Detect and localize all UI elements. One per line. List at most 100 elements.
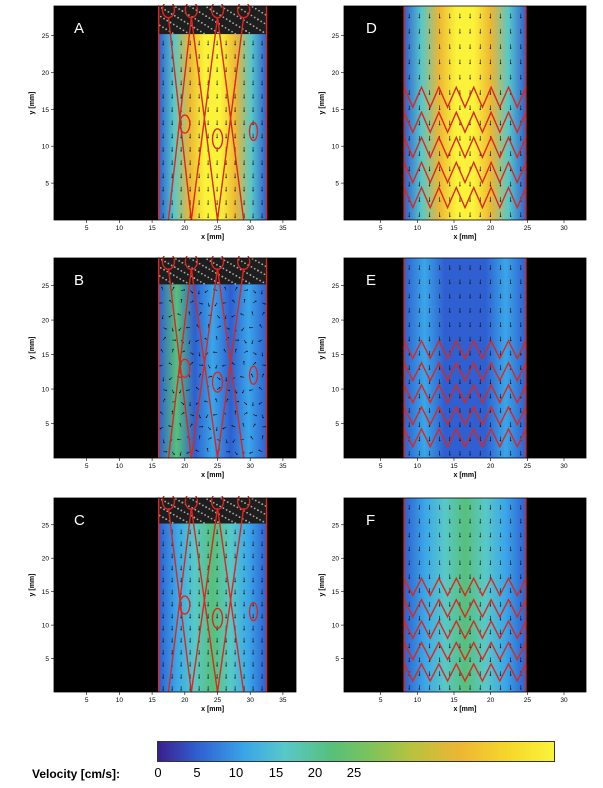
x-tick-label: 35 (279, 463, 287, 470)
x-tick-label: 10 (414, 225, 422, 232)
y-tick-label: 10 (332, 387, 340, 394)
x-tick-label: 35 (279, 697, 287, 704)
panel-E: 5 10 15 20 25 30 5 10 15 20 25 x [mm] y [mm] E (312, 256, 588, 484)
stent-outline (403, 6, 527, 220)
x-tick-label: 10 (414, 697, 422, 704)
panel-label: E (366, 272, 376, 289)
velocity-field-plot: 5 10 15 20 25 30 35 5 10 15 20 25 x [mm] y [mm] A (29, 4, 297, 241)
x-tick-label: 20 (487, 697, 495, 704)
y-axis-label: y [mm] (319, 574, 326, 597)
velocity-colorbar (157, 741, 555, 762)
velocity-field (158, 34, 267, 220)
x-tick-label: 15 (148, 225, 156, 232)
x-tick-label: 25 (524, 225, 532, 232)
velocity-field-plot: 5 10 15 20 25 30 5 10 15 20 25 x [mm] y [mm] E (319, 257, 587, 479)
x-tick-label: 5 (85, 225, 89, 232)
panel-label: B (74, 272, 84, 289)
y-axis-label: y [mm] (29, 92, 36, 115)
colorbar-tick: 25 (346, 765, 362, 780)
y-tick-label: 5 (45, 656, 49, 663)
x-tick-label: 20 (181, 225, 189, 232)
y-tick-label: 15 (42, 352, 50, 359)
y-tick-label: 10 (42, 144, 50, 151)
colorbar-tick: 20 (307, 765, 323, 780)
y-tick-label: 5 (45, 421, 49, 428)
y-tick-label: 15 (42, 107, 50, 114)
x-tick-label: 30 (247, 463, 255, 470)
velocity-field (158, 284, 267, 458)
y-tick-label: 5 (45, 181, 49, 188)
y-tick-label: 25 (42, 33, 50, 40)
valve-leaflet-region (157, 497, 267, 525)
x-axis-label: x [mm] (201, 472, 224, 479)
x-tick-label: 20 (487, 225, 495, 232)
valve-leaflet-region (157, 5, 267, 35)
x-tick-label: 10 (116, 697, 124, 704)
x-tick-label: 15 (450, 463, 458, 470)
x-tick-label: 25 (214, 463, 222, 470)
y-axis-label: y [mm] (29, 574, 36, 597)
panel-A: 5 10 15 20 25 30 35 5 10 15 20 25 x [mm] y [mm] A (22, 4, 298, 246)
y-tick-label: 20 (332, 70, 340, 77)
panel-label: A (74, 20, 84, 37)
x-tick-label: 15 (148, 463, 156, 470)
stent-outline (403, 498, 527, 692)
x-tick-label: 10 (414, 463, 422, 470)
x-axis-label: x [mm] (454, 234, 477, 241)
x-tick-label: 5 (85, 463, 89, 470)
x-tick-label: 20 (487, 463, 495, 470)
y-tick-label: 10 (332, 144, 340, 151)
velocity-field (404, 6, 526, 220)
x-tick-label: 25 (214, 697, 222, 704)
x-tick-label: 25 (524, 697, 532, 704)
x-axis-label: x [mm] (201, 706, 224, 713)
y-tick-label: 20 (42, 318, 50, 325)
x-tick-label: 15 (450, 225, 458, 232)
y-tick-label: 20 (42, 556, 50, 563)
stent-outline (403, 258, 527, 458)
panel-B: 5 10 15 20 25 30 35 5 10 15 20 25 x [mm] y [mm] B (22, 256, 298, 484)
x-axis-label: x [mm] (201, 234, 224, 241)
colorbar-tick: 0 (154, 765, 162, 780)
velocity-field-plot: 5 10 15 20 25 30 5 10 15 20 25 x [mm] y [mm] D (319, 5, 587, 241)
panel-C: 5 10 15 20 25 30 35 5 10 15 20 25 x [mm] y [mm] C (22, 496, 298, 718)
panel-D: 5 10 15 20 25 30 5 10 15 20 25 x [mm] y [mm] D (312, 4, 588, 246)
x-tick-label: 5 (379, 225, 383, 232)
y-tick-label: 5 (335, 181, 339, 188)
x-tick-label: 20 (181, 697, 189, 704)
stent-outline (157, 256, 268, 459)
velocity-field (158, 523, 267, 692)
velocity-vectors (162, 529, 263, 691)
x-tick-label: 30 (247, 225, 255, 232)
panel-F: 5 10 15 20 25 30 5 10 15 20 25 x [mm] y [mm] F (312, 496, 588, 718)
panel-label: C (74, 512, 85, 529)
y-axis-label: y [mm] (319, 92, 326, 115)
y-tick-label: 25 (42, 522, 50, 529)
y-tick-label: 10 (42, 623, 50, 630)
velocity-vectors (408, 504, 522, 690)
y-tick-label: 15 (332, 352, 340, 359)
y-tick-label: 15 (42, 589, 50, 596)
y-tick-label: 25 (332, 283, 340, 290)
colorbar-tick: 15 (268, 765, 284, 780)
x-tick-label: 10 (116, 225, 124, 232)
x-tick-label: 5 (379, 697, 383, 704)
y-tick-label: 20 (332, 318, 340, 325)
colorbar-title: Velocity [cm/s]: (32, 767, 121, 781)
x-tick-label: 25 (214, 225, 222, 232)
velocity-field-plot: 5 10 15 20 25 30 35 5 10 15 20 25 x [mm] y [mm] C (29, 496, 297, 713)
x-axis-label: x [mm] (454, 472, 477, 479)
x-tick-label: 5 (85, 697, 89, 704)
x-tick-label: 10 (116, 463, 124, 470)
y-axis-label: y [mm] (319, 337, 326, 360)
x-tick-label: 35 (279, 225, 287, 232)
x-tick-label: 15 (450, 697, 458, 704)
y-tick-label: 25 (332, 33, 340, 40)
colorbar-tick: 5 (193, 765, 201, 780)
x-tick-label: 25 (524, 463, 532, 470)
y-axis-label: y [mm] (29, 337, 36, 360)
panel-label: D (366, 20, 377, 37)
x-tick-label: 30 (247, 697, 255, 704)
panel-label: F (366, 512, 375, 529)
x-tick-label: 15 (148, 697, 156, 704)
